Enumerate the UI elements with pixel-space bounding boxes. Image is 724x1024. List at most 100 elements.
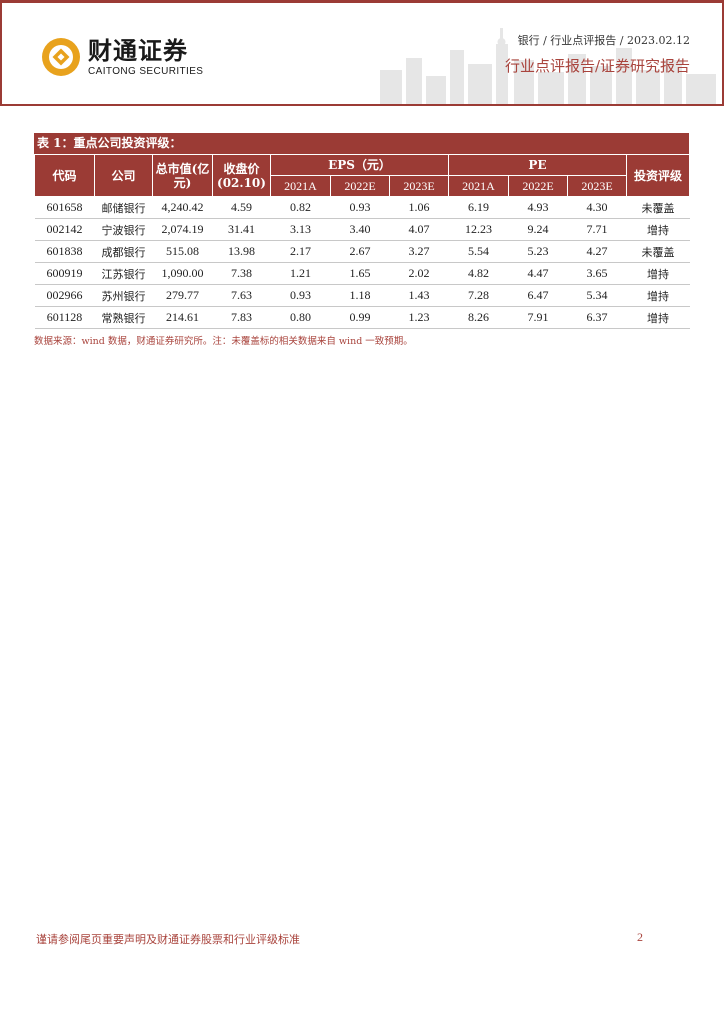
- cell-price: 4.59: [212, 196, 271, 219]
- table-row: 002966 苏州银行 279.77 7.63 0.93 1.18 1.43 7…: [34, 284, 690, 307]
- cell-company: 常熟银行: [94, 306, 153, 329]
- cell-code: 002142: [34, 218, 95, 241]
- cell-eps: 0.93: [330, 196, 390, 219]
- company-logo: 财通证券 CAITONG SECURITIES: [40, 36, 203, 78]
- cell-eps: 3.40: [330, 218, 390, 241]
- cell-eps: 1.18: [330, 284, 390, 307]
- header-code: 代码: [34, 154, 95, 197]
- rating-table: 代码 公司 总市值(亿元) 收盘价(02.10) EPS（元） PE 投资评级 …: [34, 154, 690, 329]
- header-pe-year: 2023E: [567, 175, 627, 197]
- cell-price: 7.83: [212, 306, 271, 329]
- cell-eps: 1.21: [270, 262, 331, 285]
- cell-pe: 12.23: [448, 218, 509, 241]
- left-border: [0, 0, 2, 106]
- cell-pe: 7.91: [508, 306, 568, 329]
- cell-price: 31.41: [212, 218, 271, 241]
- logo-chinese-name: 财通证券: [88, 36, 188, 65]
- cell-market-cap: 279.77: [152, 284, 213, 307]
- cell-pe: 5.23: [508, 240, 568, 263]
- cell-code: 600919: [34, 262, 95, 285]
- cell-company: 宁波银行: [94, 218, 153, 241]
- cell-code: 601128: [34, 306, 95, 329]
- footer-disclaimer: 谨请参阅尾页重要声明及财通证券股票和行业评级标准: [36, 933, 300, 946]
- header-pe-year: 2022E: [508, 175, 568, 197]
- header-eps: EPS（元）: [270, 154, 449, 176]
- cell-company: 邮储银行: [94, 196, 153, 219]
- top-border: [0, 0, 724, 3]
- header-pe-year: 2021A: [448, 175, 509, 197]
- cell-rating: 未覆盖: [626, 240, 690, 263]
- header-eps-year: 2023E: [389, 175, 449, 197]
- table-caption: 表 1：重点公司投资评级：: [34, 133, 689, 154]
- cell-pe: 7.28: [448, 284, 509, 307]
- rating-table-section: 表 1：重点公司投资评级： 代码 公司 总市值(亿元) 收盘价(02.10) E…: [34, 133, 690, 347]
- cell-pe: 4.27: [567, 240, 627, 263]
- cell-price: 7.38: [212, 262, 271, 285]
- cell-rating: 增持: [626, 284, 690, 307]
- cell-pe: 4.93: [508, 196, 568, 219]
- table-row: 601658 邮储银行 4,240.42 4.59 0.82 0.93 1.06…: [34, 196, 690, 219]
- cell-pe: 6.37: [567, 306, 627, 329]
- table-row: 600919 江苏银行 1,090.00 7.38 1.21 1.65 2.02…: [34, 262, 690, 285]
- cell-pe: 5.34: [567, 284, 627, 307]
- cell-eps: 2.17: [270, 240, 331, 263]
- cell-eps: 1.43: [389, 284, 449, 307]
- table-row: 002142 宁波银行 2,074.19 31.41 3.13 3.40 4.0…: [34, 218, 690, 241]
- cell-rating: 未覆盖: [626, 196, 690, 219]
- header-company: 公司: [94, 154, 153, 197]
- cell-pe: 4.82: [448, 262, 509, 285]
- cell-price: 7.63: [212, 284, 271, 307]
- cell-pe: 5.54: [448, 240, 509, 263]
- cell-code: 002966: [34, 284, 95, 307]
- header-rating: 投资评级: [626, 154, 690, 197]
- table-row: 601838 成都银行 515.08 13.98 2.17 2.67 3.27 …: [34, 240, 690, 263]
- cell-pe: 8.26: [448, 306, 509, 329]
- cell-eps: 1.23: [389, 306, 449, 329]
- cell-eps: 0.93: [270, 284, 331, 307]
- cell-eps: 2.67: [330, 240, 390, 263]
- right-border: [722, 0, 724, 106]
- cell-rating: 增持: [626, 306, 690, 329]
- cell-pe: 7.71: [567, 218, 627, 241]
- cell-pe: 3.65: [567, 262, 627, 285]
- cell-company: 江苏银行: [94, 262, 153, 285]
- cell-company: 苏州银行: [94, 284, 153, 307]
- cell-code: 601838: [34, 240, 95, 263]
- cell-eps: 1.06: [389, 196, 449, 219]
- cell-eps: 3.13: [270, 218, 331, 241]
- caitong-logo-icon: [42, 38, 80, 76]
- header-eps-year: 2021A: [270, 175, 331, 197]
- table-row: 601128 常熟银行 214.61 7.83 0.80 0.99 1.23 8…: [34, 306, 690, 329]
- cell-eps: 3.27: [389, 240, 449, 263]
- cell-eps: 2.02: [389, 262, 449, 285]
- data-source-note: 数据来源：wind 数据，财通证券研究所。注：未覆盖标的相关数据来自 wind …: [34, 336, 413, 347]
- cell-market-cap: 1,090.00: [152, 262, 213, 285]
- header-eps-year: 2022E: [330, 175, 390, 197]
- header-pe: PE: [448, 154, 627, 176]
- cell-pe: 6.47: [508, 284, 568, 307]
- header-market-cap: 总市值(亿元): [152, 154, 213, 197]
- cell-market-cap: 515.08: [152, 240, 213, 263]
- report-type-title: 行业点评报告/证券研究报告: [504, 57, 690, 75]
- cell-rating: 增持: [626, 262, 690, 285]
- cell-pe: 6.19: [448, 196, 509, 219]
- cell-eps: 1.65: [330, 262, 390, 285]
- cell-code: 601658: [34, 196, 95, 219]
- header-close-price: 收盘价(02.10): [212, 154, 271, 197]
- cell-price: 13.98: [212, 240, 271, 263]
- cell-pe: 9.24: [508, 218, 568, 241]
- cell-company: 成都银行: [94, 240, 153, 263]
- header-divider: [0, 104, 724, 106]
- city-skyline-decoration: [380, 28, 716, 104]
- cell-rating: 增持: [626, 218, 690, 241]
- cell-pe: 4.30: [567, 196, 627, 219]
- cell-eps: 0.99: [330, 306, 390, 329]
- breadcrumb: 银行 / 行业点评报告 / 2023.02.12: [517, 34, 690, 47]
- cell-market-cap: 2,074.19: [152, 218, 213, 241]
- cell-market-cap: 4,240.42: [152, 196, 213, 219]
- page-number: 2: [637, 930, 643, 944]
- cell-eps: 4.07: [389, 218, 449, 241]
- cell-eps: 0.82: [270, 196, 331, 219]
- cell-eps: 0.80: [270, 306, 331, 329]
- logo-english-name: CAITONG SECURITIES: [88, 65, 204, 77]
